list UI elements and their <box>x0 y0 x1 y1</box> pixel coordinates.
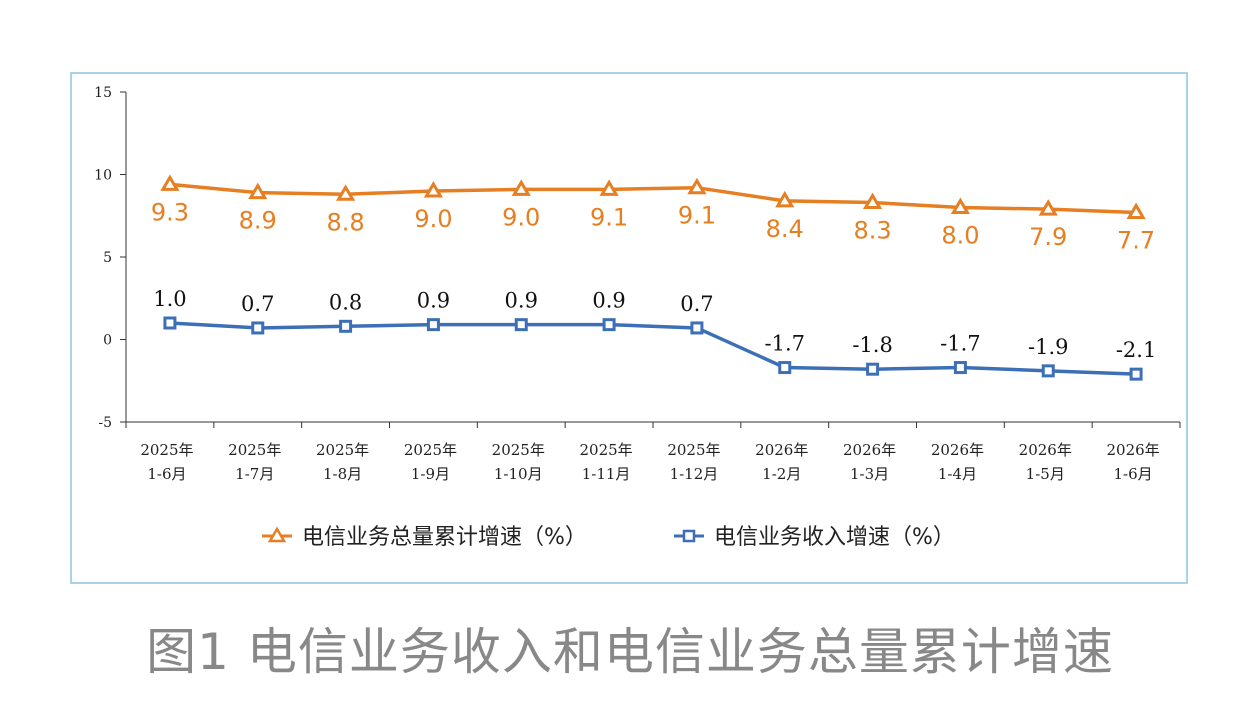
revenue-point <box>1129 367 1143 381</box>
revenue-point <box>426 318 440 332</box>
series-line-revenue <box>169 321 1137 376</box>
chart-frame: 15 10 5 0 -5 2025年 1-6月 2025年 1-7月 2025年 1-8月 2025年… <box>70 72 1188 584</box>
data-label-volume: 8.3 <box>853 217 891 245</box>
x-tick-label-year: 2026年 <box>755 441 808 459</box>
x-tick-label-year: 2025年 <box>579 441 632 459</box>
revenue-point <box>251 321 265 335</box>
line-chart: 15 10 5 0 -5 2025年 1-6月 2025年 1-7月 2025年 1-8月 2025年… <box>94 85 1181 550</box>
x-tick-label-year: 2025年 <box>316 441 369 459</box>
data-label-volume: 9.0 <box>502 203 540 231</box>
data-label-volume: 8.8 <box>326 208 364 236</box>
x-tick-label-period: 1-11月 <box>582 465 631 483</box>
volume-point <box>950 197 971 214</box>
revenue-point <box>602 318 616 332</box>
volume-point <box>599 179 619 196</box>
x-tick-label-period: 1-5月 <box>1026 465 1065 483</box>
data-label-revenue: 0.9 <box>592 289 625 313</box>
revenue-point <box>163 316 177 330</box>
x-tick-label-period: 1-7月 <box>235 465 274 483</box>
x-tick-label-year: 2025年 <box>492 441 545 459</box>
y-tick-label: 0 <box>103 333 112 349</box>
legend-volume-marker <box>267 526 287 543</box>
x-tick-label-period: 1-2月 <box>762 465 801 483</box>
volume-point <box>511 179 531 196</box>
legend-revenue-marker <box>682 529 696 543</box>
x-tick-label-year: 2026年 <box>1106 441 1159 459</box>
revenue-point <box>953 361 967 375</box>
x-tick-label-year: 2026年 <box>1019 441 1072 459</box>
volume-point <box>160 174 180 191</box>
volume-point <box>1038 199 1058 216</box>
data-label-volume: 8.0 <box>941 222 979 250</box>
data-label-revenue: 0.7 <box>680 292 713 316</box>
x-tick-label-period: 1-6月 <box>1114 465 1153 483</box>
data-label-revenue: -1.7 <box>765 332 806 356</box>
y-tick-label: 15 <box>94 85 112 101</box>
x-tick-label-period: 1-10月 <box>494 465 543 483</box>
data-label-volume: 7.7 <box>1117 226 1155 254</box>
y-tick-label: 5 <box>103 250 112 266</box>
figure-caption: 图1 电信业务收入和电信业务总量累计增速 <box>146 623 1114 681</box>
x-tick-label-period: 1-3月 <box>850 465 889 483</box>
x-tick-label-year: 2025年 <box>667 441 720 459</box>
data-label-revenue: -1.8 <box>852 333 893 357</box>
x-tick-label-year: 2026年 <box>843 441 896 459</box>
legend-volume-label: 电信业务总量累计增速（%） <box>302 525 587 550</box>
x-tick-label-year: 2026年 <box>931 441 984 459</box>
data-label-revenue: 0.9 <box>505 289 538 313</box>
volume-point <box>423 181 444 198</box>
revenue-point <box>866 362 880 376</box>
x-tick-label-period: 1-8月 <box>323 465 362 483</box>
volume-point <box>248 182 268 200</box>
legend-revenue-label: 电信业务收入增速（%） <box>714 525 955 550</box>
data-label-revenue: 1.0 <box>153 287 186 311</box>
volume-point <box>862 192 883 210</box>
data-label-revenue: 0.9 <box>417 289 450 313</box>
data-label-volume: 9.3 <box>151 198 189 226</box>
y-tick-label: 10 <box>94 168 112 184</box>
y-tick-label: -5 <box>98 415 112 431</box>
data-label-volume: 9.1 <box>678 202 716 230</box>
data-label-volume: 9.1 <box>590 203 628 231</box>
x-tick-label-year: 2025年 <box>404 441 457 459</box>
data-label-volume: 8.4 <box>766 215 804 243</box>
data-label-revenue: -2.1 <box>1116 338 1157 362</box>
data-label-volume: 7.9 <box>1029 223 1067 251</box>
series-line-volume <box>169 182 1137 215</box>
volume-point <box>775 190 795 208</box>
revenue-point <box>514 318 528 332</box>
data-label-revenue: -1.7 <box>940 332 981 356</box>
volume-point <box>687 177 707 195</box>
data-label-revenue: 0.8 <box>329 290 362 314</box>
x-tick-label-year: 2025年 <box>228 441 281 459</box>
x-tick-label-period: 1-4月 <box>938 465 977 483</box>
data-label-volume: 9.0 <box>414 205 452 233</box>
revenue-point <box>778 361 792 375</box>
volume-point <box>1126 202 1146 219</box>
x-tick-label-period: 1-9月 <box>411 465 450 483</box>
data-label-revenue: 0.7 <box>241 292 274 316</box>
data-label-revenue: -1.9 <box>1028 335 1069 359</box>
revenue-point <box>339 319 353 333</box>
x-tick-label-period: 1-6月 <box>147 465 186 483</box>
revenue-point <box>690 321 704 335</box>
data-label-volume: 8.9 <box>239 207 277 235</box>
x-tick-label-year: 2025年 <box>140 441 193 459</box>
volume-point <box>335 184 356 201</box>
x-tick-label-period: 1-12月 <box>670 465 719 483</box>
revenue-point <box>1041 364 1055 378</box>
